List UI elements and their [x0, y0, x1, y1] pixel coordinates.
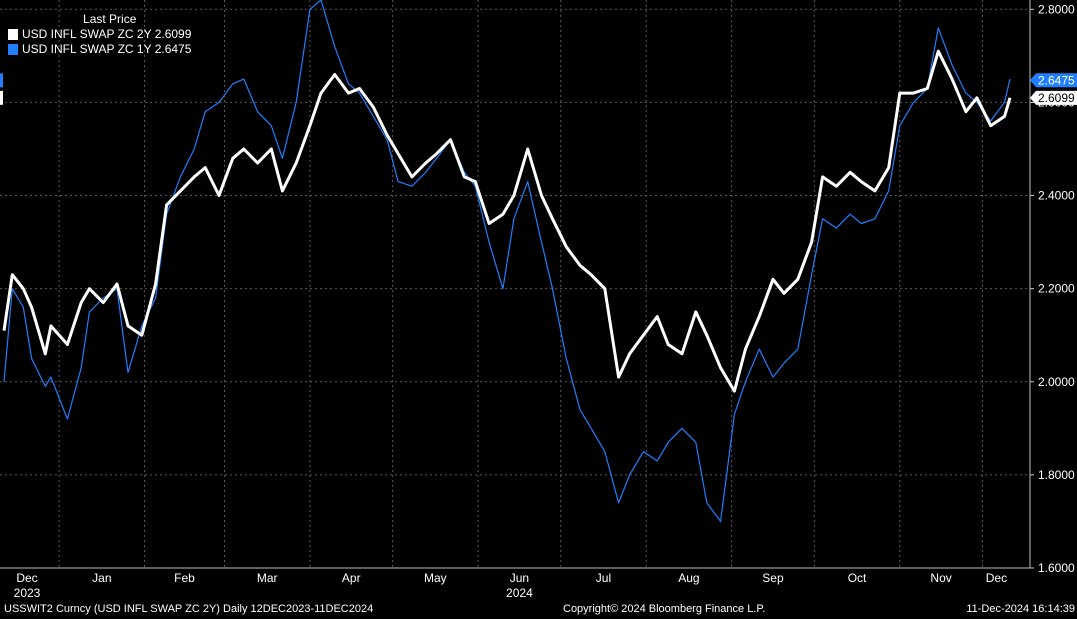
y-tick-label: 2.0000: [1038, 375, 1075, 389]
x-tick-label: Nov: [930, 571, 951, 585]
last-value-tags: 2.6475 2.6099: [0, 73, 1077, 105]
footer-security-info: USSWIT2 Curncy (USD INFL SWAP ZC 2Y) Dai…: [4, 603, 374, 615]
x-tick-label: Dec: [16, 571, 37, 585]
y-tick-label: 1.6000: [1038, 561, 1075, 575]
y-axis-ticks: 1.60001.80002.00002.20002.40002.60002.80…: [1030, 2, 1075, 575]
y-tick-label: 2.2000: [1038, 282, 1075, 296]
footer-bar: USSWIT2 Curncy (USD INFL SWAP ZC 2Y) Dai…: [0, 603, 1077, 619]
left-edge-marker: [0, 73, 3, 88]
legend-swatch-2y: [8, 29, 18, 40]
x-tick-label: Jan: [92, 571, 111, 585]
y-tick-label: 2.4000: [1038, 189, 1075, 203]
legend-header: Last Price: [83, 12, 137, 26]
x-tick-label: Apr: [342, 571, 361, 585]
legend-swatch-1y: [8, 44, 18, 55]
left-edge-marker: [0, 90, 3, 105]
x-tick-sublabel: 2024: [506, 586, 533, 600]
x-tick-sublabel: 2023: [14, 586, 41, 600]
tag-background: [1030, 90, 1077, 105]
x-tick-label: May: [424, 571, 447, 585]
series-line-1y: [3, 0, 1011, 523]
tag-label: 2.6099: [1038, 91, 1075, 105]
x-tick-label: Jul: [596, 571, 611, 585]
last-value-tag: 2.6475: [1030, 73, 1077, 88]
x-tick-label: Aug: [678, 571, 699, 585]
x-tick-label: Jun: [510, 571, 529, 585]
x-tick-label: Mar: [257, 571, 278, 585]
series-lines: [2, 0, 1012, 523]
legend-label-2y: USD INFL SWAP ZC 2Y 2.6099: [22, 27, 192, 41]
x-tick-label: Feb: [174, 571, 195, 585]
series-line-2y: [2, 49, 1012, 393]
x-tick-label: Oct: [848, 571, 867, 585]
tag-background: [1030, 73, 1077, 88]
x-tick-label: Sep: [762, 571, 784, 585]
legend-label-1y: USD INFL SWAP ZC 1Y 2.6475: [22, 42, 192, 56]
footer-timestamp: 11-Dec-2024 16:14:39: [966, 603, 1075, 615]
legend-item-2y: USD INFL SWAP ZC 2Y 2.6099: [8, 27, 191, 42]
footer-copyright: Copyright© 2024 Bloomberg Finance L.P.: [563, 603, 766, 615]
legend: Last Price USD INFL SWAP ZC 2Y 2.6099 US…: [8, 12, 191, 57]
y-tick-label: 2.8000: [1038, 2, 1075, 16]
tag-label: 2.6475: [1038, 73, 1075, 87]
last-value-tag: 2.6099: [1030, 90, 1077, 105]
y-tick-label: 1.8000: [1038, 468, 1075, 482]
x-tick-label: Dec: [986, 571, 1007, 585]
legend-item-1y: USD INFL SWAP ZC 1Y 2.6475: [8, 42, 191, 57]
